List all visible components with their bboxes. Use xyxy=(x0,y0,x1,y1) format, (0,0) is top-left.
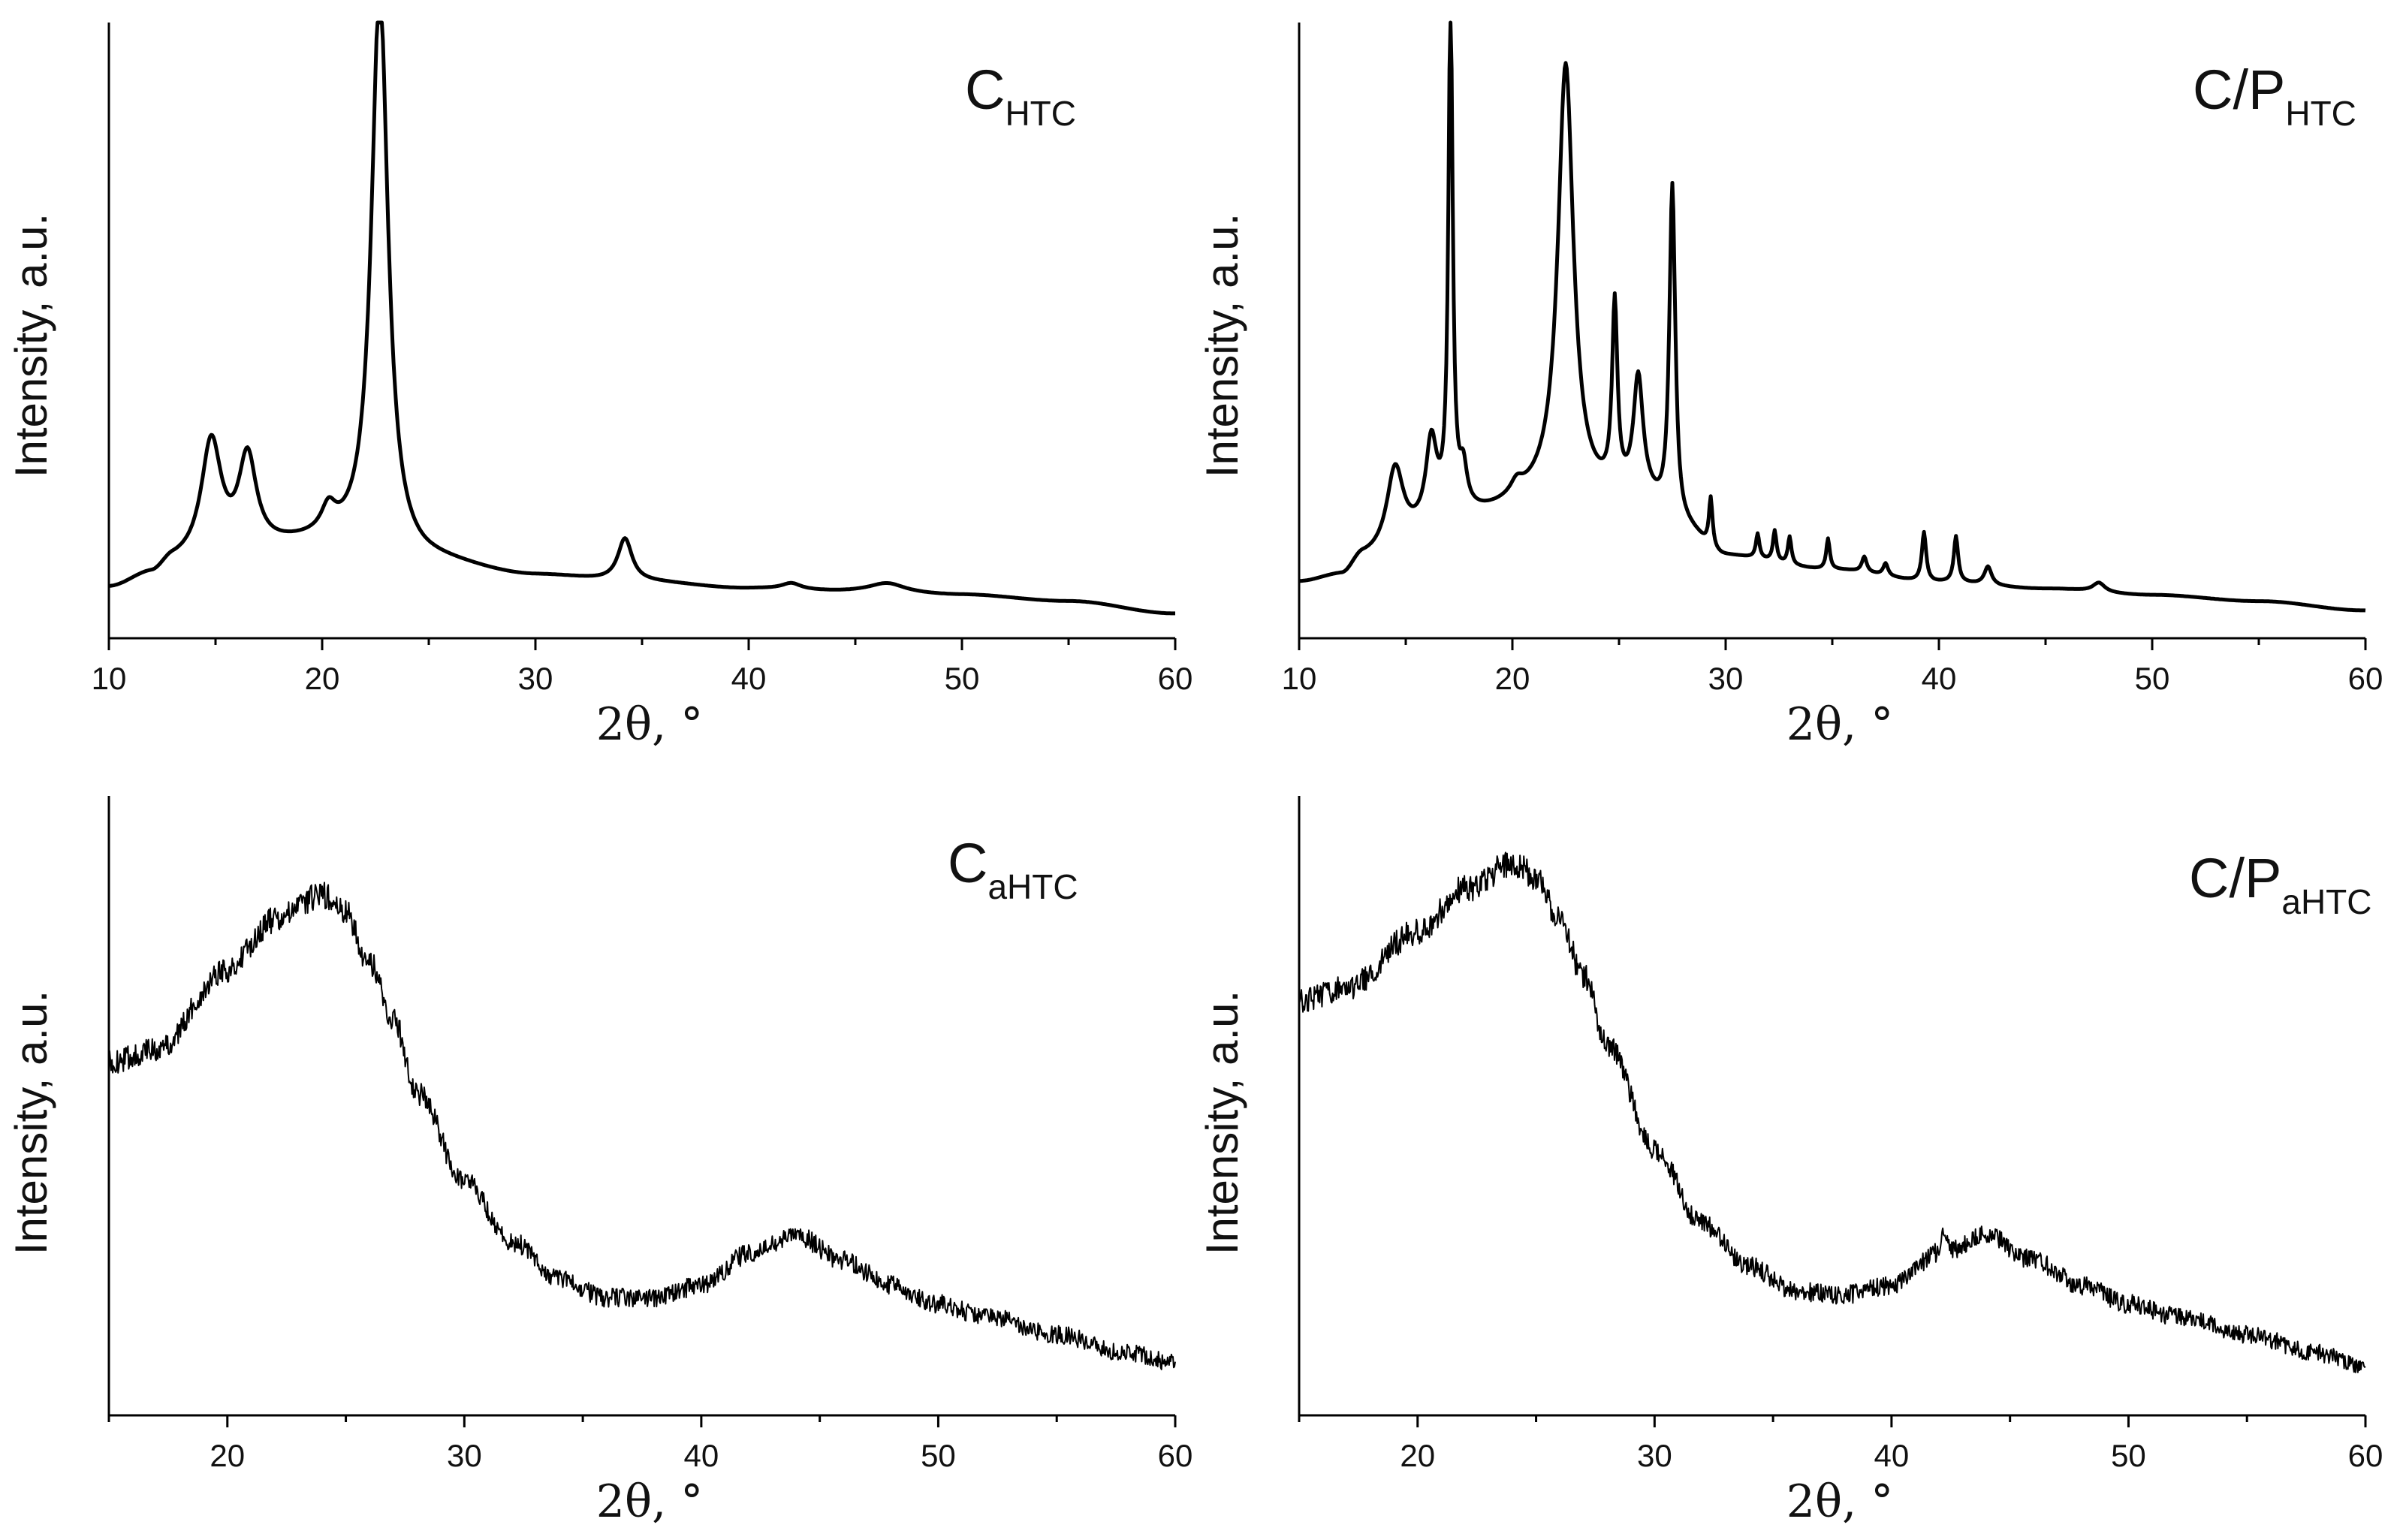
x-tick-label: 10 xyxy=(92,661,127,696)
x-tick-label: 20 xyxy=(1400,1438,1435,1473)
x-ticks: 20 30 40 50 60 xyxy=(1298,1415,2383,1473)
x-tick-label: 60 xyxy=(1158,1438,1193,1473)
sample-label-subscript: HTC xyxy=(2285,94,2356,133)
sample-label-subscript: aHTC xyxy=(2281,882,2371,921)
x-tick-label: 20 xyxy=(210,1438,245,1473)
y-axis-label: Intensity, a.u. xyxy=(1197,990,1247,1255)
x-tick-label: 50 xyxy=(921,1438,956,1473)
x-ticks: 10 20 30 40 50 60 xyxy=(92,638,1193,696)
x-tick-label: 30 xyxy=(1637,1438,1672,1473)
x-tick-label: 40 xyxy=(731,661,767,696)
x-tick-label: 30 xyxy=(447,1438,482,1473)
panel-cp-ahtc: 20 30 40 50 60 2θ, ° Intensity, a.u. C/PaHTC xyxy=(1197,796,2383,1528)
xrd-pattern-line xyxy=(108,882,1176,1370)
sample-label: C/PaHTC xyxy=(2189,847,2371,921)
x-tick-label: 30 xyxy=(1708,661,1744,696)
y-axis-label: Intensity, a.u. xyxy=(6,213,56,478)
xrd-pattern-line xyxy=(1298,20,2367,613)
sample-label: C/PHTC xyxy=(2193,59,2356,133)
x-axis-label: 2θ, ° xyxy=(1786,698,1893,751)
x-tick-label: 40 xyxy=(1874,1438,1910,1473)
sample-label-subscript: aHTC xyxy=(987,867,1078,906)
xrd-pattern-line xyxy=(107,20,1177,616)
sample-label-main: C xyxy=(948,832,987,894)
x-tick-label: 60 xyxy=(1158,661,1193,696)
xrd-pattern-line xyxy=(1298,851,2366,1373)
sample-label-subscript: HTC xyxy=(1005,94,1076,133)
x-tick-label: 50 xyxy=(2111,1438,2146,1473)
x-tick-label: 20 xyxy=(1495,661,1530,696)
sample-label-main: C/P xyxy=(2189,847,2281,909)
sample-label-main: C xyxy=(965,59,1005,121)
x-tick-label: 60 xyxy=(2348,661,2383,696)
x-tick-label: 20 xyxy=(305,661,340,696)
panel-c-htc: 10 20 30 40 50 60 2θ, ° Intensity, a.u. CHTC xyxy=(6,20,1193,751)
x-tick-label: 10 xyxy=(1282,661,1317,696)
sample-label: CHTC xyxy=(965,59,1076,133)
x-tick-label: 50 xyxy=(2135,661,2170,696)
y-axis-label: Intensity, a.u. xyxy=(6,990,56,1255)
panel-c-ahtc: 20 30 40 50 60 2θ, ° Intensity, a.u. CaHTC xyxy=(6,796,1192,1528)
x-tick-label: 60 xyxy=(2348,1438,2383,1473)
panel-cp-htc: 10 20 30 40 50 60 2θ, ° Intensity, a.u. C/PHT… xyxy=(1197,20,2383,751)
y-axis-label: Intensity, a.u. xyxy=(1197,213,1247,478)
x-tick-label: 30 xyxy=(518,661,553,696)
x-tick-label: 40 xyxy=(1922,661,1957,696)
x-axis-label: 2θ, ° xyxy=(596,698,703,751)
x-axis-label: 2θ, ° xyxy=(1786,1475,1893,1528)
x-tick-label: 50 xyxy=(945,661,980,696)
x-tick-label: 40 xyxy=(684,1438,719,1473)
x-ticks: 20 30 40 50 60 xyxy=(107,1415,1193,1473)
x-ticks: 10 20 30 40 50 60 xyxy=(1282,638,2383,696)
x-axis-label: 2θ, ° xyxy=(596,1475,703,1528)
sample-label-main: C/P xyxy=(2193,59,2285,121)
sample-label: CaHTC xyxy=(948,832,1078,906)
